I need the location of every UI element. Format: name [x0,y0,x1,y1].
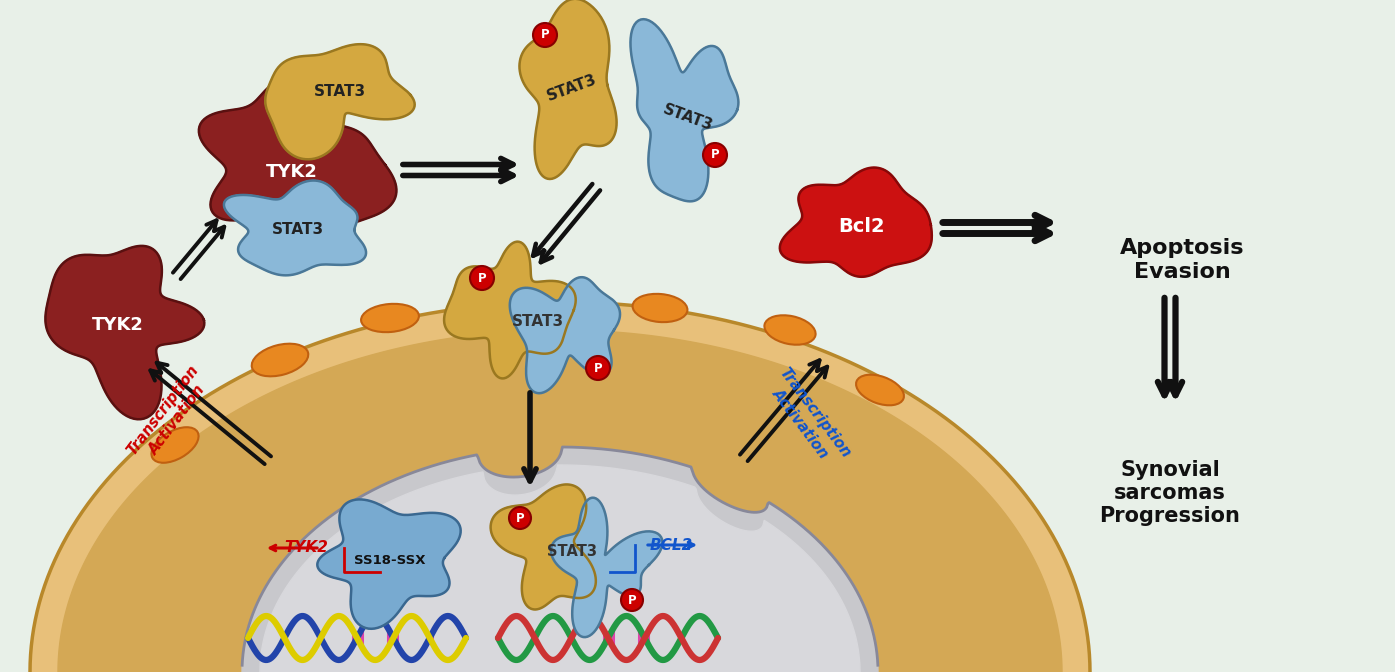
Circle shape [470,266,494,290]
Polygon shape [509,277,619,393]
Text: STAT3: STAT3 [547,544,597,560]
Text: STAT3: STAT3 [661,102,716,134]
Circle shape [586,356,610,380]
Polygon shape [491,485,596,610]
Polygon shape [519,0,617,179]
Polygon shape [59,330,1062,672]
Circle shape [703,143,727,167]
Text: Apoptosis
Evasion: Apoptosis Evasion [1120,239,1244,282]
Ellipse shape [764,315,816,345]
Text: Synovial
sarcomas
Progression: Synovial sarcomas Progression [1099,460,1240,526]
Ellipse shape [361,304,418,332]
Text: TYK2: TYK2 [266,163,318,181]
Text: STAT3: STAT3 [272,222,324,237]
Text: P: P [710,149,720,161]
Text: STAT3: STAT3 [314,85,365,99]
Polygon shape [317,499,460,629]
Text: P: P [516,511,525,525]
Polygon shape [780,167,932,277]
Polygon shape [241,447,877,672]
Text: SS18-SSX: SS18-SSX [354,554,425,566]
Polygon shape [46,246,204,419]
Polygon shape [31,302,1089,672]
Ellipse shape [632,294,688,322]
Ellipse shape [152,427,198,463]
Text: P: P [594,362,603,374]
Text: Transcription
Activation: Transcription Activation [763,365,854,471]
Text: P: P [541,28,550,42]
Text: STAT3: STAT3 [512,314,564,329]
Ellipse shape [251,343,308,376]
Ellipse shape [491,288,550,316]
Text: TYK2: TYK2 [285,540,328,556]
Text: P: P [477,271,487,284]
Circle shape [533,23,557,47]
Polygon shape [199,79,396,241]
Circle shape [509,507,531,529]
Polygon shape [551,498,663,637]
Circle shape [621,589,643,611]
Text: STAT3: STAT3 [545,72,598,104]
Text: Bcl2: Bcl2 [838,216,886,235]
Polygon shape [265,44,414,159]
Polygon shape [444,242,576,378]
Text: P: P [628,593,636,607]
Text: Transcription
Activation: Transcription Activation [124,362,216,468]
Ellipse shape [857,375,904,405]
Polygon shape [631,19,738,202]
Text: BCL2: BCL2 [650,538,693,552]
Polygon shape [259,465,859,672]
Text: TYK2: TYK2 [92,316,144,334]
Polygon shape [225,181,365,276]
